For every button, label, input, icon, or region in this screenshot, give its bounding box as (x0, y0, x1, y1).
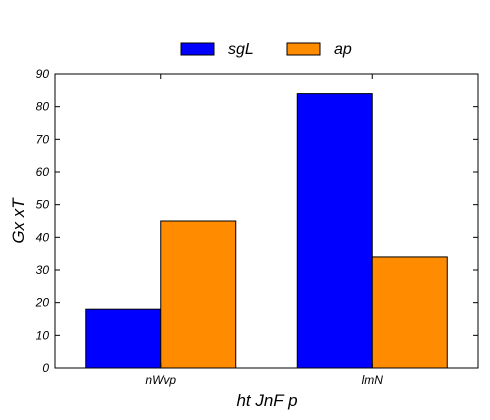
x-tick-label: lmN (362, 373, 384, 387)
bar-sgL-nWvp (85, 308, 162, 369)
plot-area (54, 73, 479, 369)
legend-label-ap: ap (334, 41, 352, 58)
y-tick-label: 10 (36, 328, 50, 342)
bar-ap-lmN (371, 256, 448, 369)
bars (85, 93, 448, 369)
legend-label-sgL: sgL (228, 41, 254, 58)
y-axis-label: Gx xT (9, 197, 28, 244)
y-tick-label: 30 (36, 263, 50, 277)
y-tick-label: 0 (42, 361, 49, 375)
y-tick-label: 60 (36, 165, 50, 179)
y-axis: 0 10 20 30 40 50 60 70 80 90 (35, 67, 478, 375)
y-tick-label: 50 (36, 198, 50, 212)
x-axis-label: ht JnF p (236, 391, 297, 410)
y-tick-label: 70 (36, 132, 50, 146)
bar-sgL-lmN (296, 93, 373, 369)
x-axis: nWvp lmN (145, 74, 383, 387)
y-tick-label: 40 (36, 230, 50, 244)
y-tick-label: 80 (36, 100, 50, 114)
y-tick-label: 90 (36, 67, 50, 81)
bar-ap-nWvp (160, 220, 237, 369)
legend-swatch-ap (286, 42, 321, 56)
legend: sgL ap (180, 41, 352, 58)
y-tick-label: 20 (35, 296, 50, 310)
legend-swatch-sgL (180, 42, 215, 56)
x-tick-label: nWvp (145, 373, 176, 387)
